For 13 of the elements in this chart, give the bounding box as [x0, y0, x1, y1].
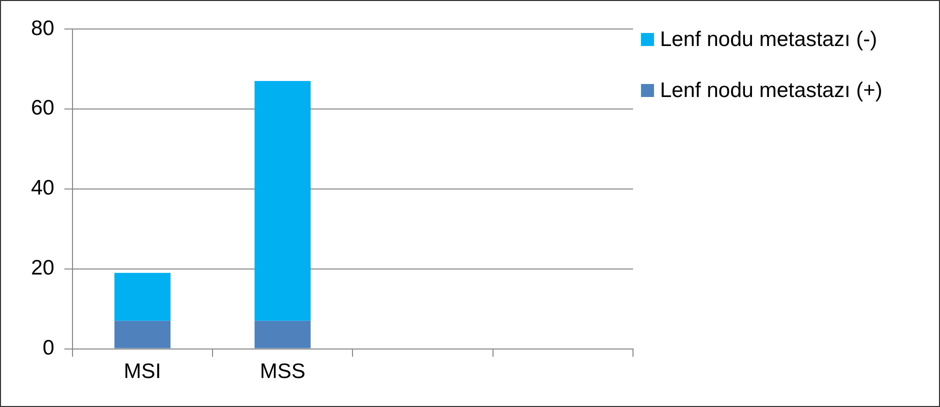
x-tick-label: MSS: [260, 360, 306, 384]
bar: [114, 320, 170, 348]
legend-label: Lenf nodu metastazı (+): [660, 78, 882, 104]
y-tick-label: 80: [31, 16, 54, 40]
bar: [114, 272, 170, 321]
y-tick-label: 20: [31, 256, 54, 280]
y-tick-label: 60: [31, 96, 54, 120]
y-tick-label: 0: [42, 336, 54, 360]
bar: [254, 80, 311, 321]
bar: [254, 320, 311, 348]
legend-label: Lenf nodu metastazı (-): [660, 27, 878, 53]
y-tick-label: 40: [31, 176, 54, 200]
x-tick-label: MSI: [124, 360, 162, 384]
